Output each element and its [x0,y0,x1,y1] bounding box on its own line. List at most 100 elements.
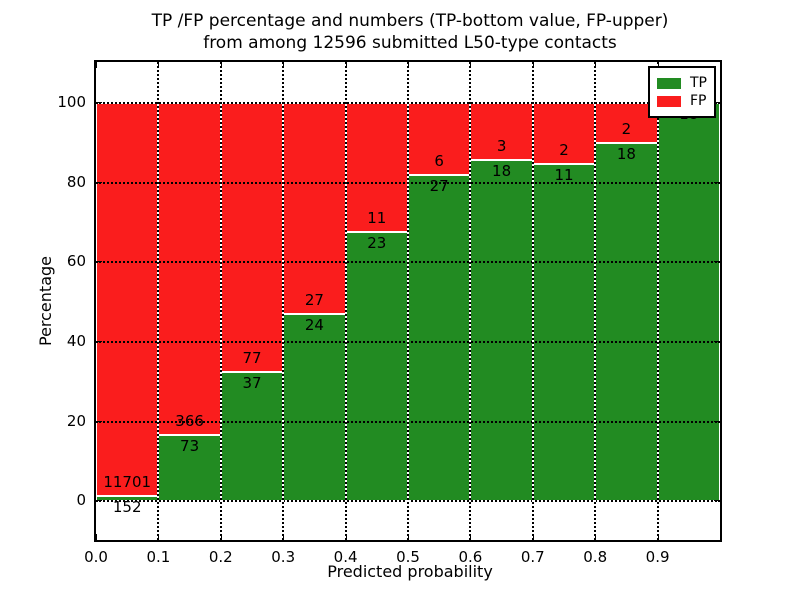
x-tick-label: 0.4 [333,548,358,566]
plot-area: 0.0 0.1 0.2 0.3 0.4 0.5 0.6 0.7 0.8 0.9 0 20 40 60 80 1… [57,60,722,566]
bar-fp-label: 77 [242,348,262,367]
x-tick-mark [408,62,409,68]
bar-fp-label: 2 [621,119,632,138]
legend-fp-label: FP [690,93,707,109]
bar-fp-label: 11 [367,208,387,227]
x-tick-mark [220,62,222,68]
bar-tp-segment [470,158,533,501]
x-tick-label: 0.2 [208,548,233,566]
bar-fp-label: 27 [304,290,324,309]
x-tick-mark [158,62,160,68]
legend-entry-tp: TP [657,75,707,91]
x-tick-mark [470,534,472,540]
x-tick-label: 0.1 [146,548,171,566]
bar-fp-segment [220,101,284,371]
x-tick-mark [96,62,97,68]
legend-tp-swatch [657,77,681,89]
v-gridline [344,62,347,540]
bar-fp-segment [158,101,221,434]
bar-tp-segment [345,230,408,501]
x-tick-label: 0.8 [583,548,608,566]
v-gridline [157,62,160,540]
bar-fp-label: 366 [175,411,204,430]
x-tick-label: 0.3 [271,548,296,566]
x-tick-label: 0.7 [520,548,545,566]
x-tick-mark [408,534,409,540]
x-tick-mark [283,62,285,68]
bar-tp-label: 18 [492,161,512,180]
v-gridline [469,62,472,540]
bar-fp-segment [96,101,159,496]
y-tick-mark [96,420,102,422]
v-gridline [219,62,222,540]
bar-tp-label: 23 [367,233,387,252]
x-tick-mark [96,534,97,540]
bar-fp-label: 6 [434,152,444,171]
v-gridline [594,62,597,540]
legend: TP FP [648,66,716,118]
x-tick-mark [657,534,659,540]
x-tick-label: 0.9 [645,548,670,566]
v-gridline [407,62,409,540]
bar-tp-segment [408,174,471,501]
legend-entry-fp: FP [657,93,707,109]
legend-tp-label: TP [690,75,707,91]
y-tick-mark [714,101,720,103]
bar-tp-label: 27 [429,177,449,196]
y-tick-mark [714,261,720,263]
bar-fp-segment [283,101,346,313]
x-tick-label: 0.5 [396,548,420,566]
y-tick-label: 20 [66,411,86,430]
chart-title: TP /FP percentage and numbers (TP-bottom… [96,10,724,54]
x-tick-mark [595,534,597,540]
x-tick-mark [470,62,472,68]
y-tick-label: 40 [66,331,86,350]
x-axis-label: Predicted probability [327,562,493,581]
bar-tp-segment [220,370,284,501]
bar-fp-label: 2 [559,141,569,160]
y-tick-mark [96,181,102,183]
x-tick-mark [595,62,597,68]
bar-tp-label: 11 [554,166,574,185]
y-tick-mark [96,101,102,103]
x-tick-mark [345,62,347,68]
y-tick-label: 100 [57,92,86,111]
v-gridline [531,62,534,540]
x-tick-mark [532,62,534,68]
v-gridline [282,62,285,540]
y-tick-mark [714,500,720,502]
legend-fp-swatch [657,95,681,107]
y-axis-label: Percentage [36,255,55,347]
y-tick-mark [96,500,102,502]
x-tick-label: 0.0 [84,548,108,566]
bar-tp-label: 37 [242,373,262,392]
x-tick-mark [657,62,659,68]
y-tick-label: 0 [76,491,86,510]
y-tick-mark [96,340,102,342]
bar-tp-label: 73 [180,436,200,455]
bar-fp-label: 11701 [103,473,152,492]
bar-tp-label: 18 [616,144,636,163]
x-tick-mark [220,534,222,540]
x-tick-mark [345,534,347,540]
y-tick-mark [714,420,720,422]
y-tick-mark [714,181,720,183]
bar-tp-segment [595,141,658,501]
y-tick-label: 80 [66,172,86,191]
bar-fp-label: 3 [496,136,507,155]
bar-tp-segment [532,163,596,501]
x-tick-mark [532,534,534,540]
chart-title-line1: TP /FP percentage and numbers (TP-bottom… [151,11,669,31]
bar-tp-label: 24 [304,315,324,334]
bar-tp-label: 152 [112,498,142,517]
y-tick-mark [96,261,102,263]
x-tick-mark [283,534,285,540]
chart-title-line2: from among 12596 submitted L50-type cont… [203,33,617,53]
v-gridline [656,62,659,540]
x-tick-mark [158,534,160,540]
y-tick-mark [714,340,720,342]
bar-tp-segment [657,101,720,501]
x-tick-label: 0.6 [458,548,483,566]
y-tick-label: 60 [66,252,86,271]
